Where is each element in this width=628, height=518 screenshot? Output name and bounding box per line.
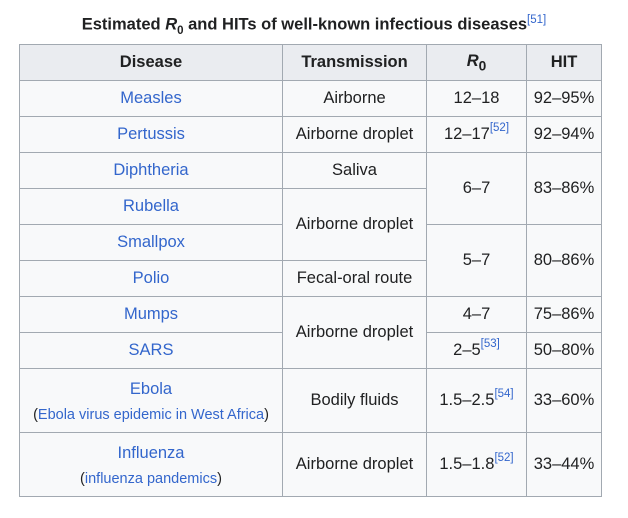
note-open-paren: (: [33, 406, 38, 423]
note-link-influenza-pandemics[interactable]: influenza pandemics: [84, 470, 218, 487]
r0-cell: 12–17[52]: [426, 116, 527, 153]
transmission-cell: Airborne droplet: [282, 116, 427, 153]
caption-r-subscript: 0: [177, 24, 184, 37]
header-disease: Disease: [19, 44, 283, 81]
r0-value: 12–17: [443, 125, 490, 143]
header-r0-r: R: [466, 51, 479, 70]
disease-link-pertussis[interactable]: Pertussis: [117, 125, 185, 143]
disease-cell: Ebola (Ebola virus epidemic in West Afri…: [19, 368, 283, 433]
hit-cell: 80–86%: [526, 224, 602, 297]
diseases-table: Disease Transmission R0 HIT Measles Airb…: [19, 44, 602, 497]
disease-link-influenza[interactable]: Influenza: [117, 443, 185, 462]
disease-cell: Mumps: [19, 296, 283, 333]
header-r0-subscript: 0: [478, 58, 487, 74]
disease-cell: Smallpox: [19, 224, 283, 261]
r0-reference-link[interactable]: [54]: [494, 388, 514, 400]
disease-cell: Influenza (influenza pandemics): [19, 432, 283, 497]
r0-cell: 6–7: [426, 152, 527, 225]
table-row: SARS 2–5[53] 50–80%: [19, 332, 602, 369]
hit-cell: 92–94%: [526, 116, 602, 153]
r0-cell: 1.5–1.8[52]: [426, 432, 527, 497]
r0-reference-link[interactable]: [52]: [489, 122, 510, 134]
header-r0: R0: [426, 44, 527, 81]
disease-link-polio[interactable]: Polio: [132, 269, 170, 287]
r0-value: 2–5: [453, 341, 481, 359]
header-transmission: Transmission: [282, 44, 427, 81]
hit-cell: 33–44%: [526, 432, 602, 497]
disease-cell: Measles: [19, 80, 283, 117]
disease-link-rubella[interactable]: Rubella: [123, 197, 179, 215]
transmission-cell: Saliva: [282, 152, 427, 189]
header-hit: HIT: [526, 44, 602, 81]
table-row: Diphtheria Saliva 6–7 83–86%: [19, 152, 602, 225]
r0-cell: 1.5–2.5[54]: [426, 368, 527, 433]
disease-cell: Polio: [19, 260, 283, 297]
table-row: Pertussis Airborne droplet 12–17[52] 92–…: [19, 116, 602, 153]
table-row: Mumps Airborne droplet 4–7 75–86%: [19, 296, 602, 369]
r0-value: 1.5–2.5: [439, 391, 495, 409]
disease-link-sars[interactable]: SARS: [128, 341, 174, 359]
note-open-paren: (: [80, 470, 85, 487]
hit-cell: 75–86%: [526, 296, 602, 333]
transmission-cell: Airborne droplet: [282, 188, 427, 261]
r0-value: 1.5–1.8: [439, 455, 495, 473]
table-row: Ebola (Ebola virus epidemic in West Afri…: [19, 368, 602, 433]
note-link-ebola-epidemic[interactable]: Ebola virus epidemic in West Africa: [37, 406, 265, 423]
transmission-cell: Airborne: [282, 80, 427, 117]
note-close-paren: ): [217, 470, 222, 487]
disease-cell: Pertussis: [19, 116, 283, 153]
transmission-cell: Fecal-oral route: [282, 260, 427, 297]
table-row: Measles Airborne 12–18 92–95%: [19, 80, 602, 117]
r0-cell: 5–7: [426, 224, 527, 297]
disease-cell: SARS: [19, 332, 283, 369]
disease-link-measles[interactable]: Measles: [120, 89, 182, 107]
transmission-cell: Airborne droplet: [282, 432, 427, 497]
note-close-paren: ): [264, 406, 269, 423]
disease-link-mumps[interactable]: Mumps: [123, 305, 179, 323]
hit-cell: 50–80%: [526, 332, 602, 369]
transmission-cell: Airborne droplet: [282, 296, 427, 369]
table-row: Rubella Airborne droplet: [19, 188, 602, 261]
disease-link-smallpox[interactable]: Smallpox: [117, 233, 185, 251]
disease-link-diphtheria[interactable]: Diphtheria: [113, 161, 189, 179]
table-row: Polio Fecal-oral route: [19, 260, 602, 297]
hit-cell: 33–60%: [526, 368, 602, 433]
r0-reference-link[interactable]: [52]: [494, 452, 514, 464]
hit-cell: 83–86%: [526, 152, 602, 225]
table-row: Smallpox 5–7 80–86%: [19, 224, 602, 297]
table-caption: Estimated R0 and HITs of well-known infe…: [0, 14, 628, 37]
disease-link-ebola[interactable]: Ebola: [129, 379, 173, 398]
r0-cell: 4–7: [426, 296, 527, 333]
disease-cell: Diphtheria: [19, 152, 283, 189]
r0-cell: 12–18: [426, 80, 527, 117]
transmission-cell: Bodily fluids: [282, 368, 427, 433]
hit-cell: 92–95%: [526, 80, 602, 117]
caption-r: R: [165, 15, 178, 34]
caption-reference-link[interactable]: [51]: [527, 14, 547, 26]
r0-cell: 2–5[53]: [426, 332, 527, 369]
r0-reference-link[interactable]: [53]: [480, 338, 500, 350]
table-row: Influenza (influenza pandemics) Airborne…: [19, 432, 602, 497]
header-row: Disease Transmission R0 HIT: [19, 44, 602, 81]
caption-prefix: Estimated: [81, 15, 166, 34]
caption-suffix: and HITs of well-known infectious diseas…: [183, 15, 528, 34]
disease-cell: Rubella: [19, 188, 283, 225]
